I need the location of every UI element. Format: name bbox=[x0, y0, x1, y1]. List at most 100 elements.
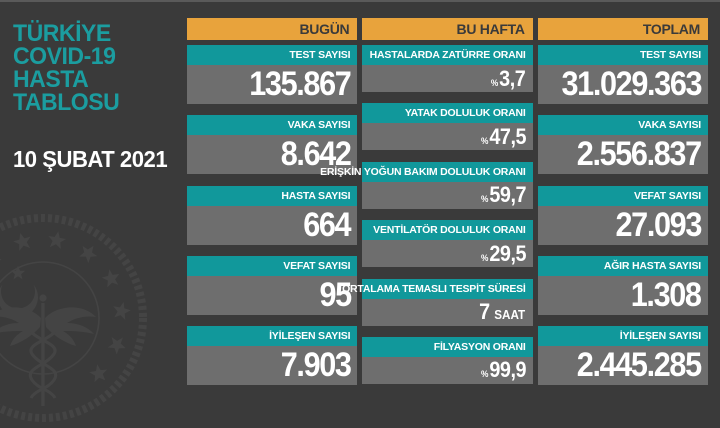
sidebar: TÜRKİYE COVID-19 HASTA TABLOSU 10 ŞUBAT … bbox=[0, 0, 186, 422]
column-today-header: BUGÜN bbox=[187, 18, 358, 40]
stat-value-panel: 31.029.363 bbox=[537, 65, 708, 104]
stat-label-bar: İYİLEŞEN SAYISI bbox=[187, 326, 358, 346]
stat-value-panel: % 47,5 bbox=[362, 123, 533, 151]
stat-ventilator-doluluk-orani: VENTİLATÖR DOLULUK ORANI % 29,5 bbox=[362, 220, 533, 268]
stat-label: HASTA SAYISI bbox=[281, 189, 351, 202]
stat-label-bar: ORTALAMA TEMASLI TESPİT SÜRESİ bbox=[342, 278, 533, 299]
stat-label-bar: AĞIR HASTA SAYISI bbox=[537, 255, 708, 276]
column-header-label: BU HAFTA bbox=[456, 21, 525, 37]
stat-label: FİLYASYON ORANI bbox=[433, 340, 526, 353]
stat-value: % 47,5 bbox=[480, 123, 527, 149]
stats-grid: BUGÜN TEST SAYISI 135.867 VAKA SAYISI 8.… bbox=[187, 18, 708, 385]
stat-label-bar: VENTİLATÖR DOLULUK ORANI bbox=[362, 220, 533, 241]
stat-value-panel: 1.308 bbox=[537, 275, 708, 315]
stat-label: AĞIR HASTA SAYISI bbox=[603, 259, 701, 272]
column-this-week: BU HAFTA HASTALARDA ZATÜRRE ORANI % 3,7 Y… bbox=[320, 18, 533, 384]
stat-agir-hasta-sayisi-toplam: AĞIR HASTA SAYISI 1.308 bbox=[537, 255, 708, 315]
stat-value: 2.445.285 bbox=[576, 346, 702, 384]
stat-value-panel: % 59,7 bbox=[362, 181, 533, 209]
page-title-line: TABLOSU bbox=[13, 89, 120, 116]
stat-label: YATAK DOLULUK ORANI bbox=[404, 107, 526, 120]
stat-hasta-sayisi-bugun: HASTA SAYISI 664 bbox=[187, 185, 358, 245]
stat-label-bar: TEST SAYISI bbox=[187, 45, 358, 65]
stat-zaturre-orani: HASTALARDA ZATÜRRE ORANI % 3,7 bbox=[362, 45, 533, 92]
stat-label-bar: VAKA SAYISI bbox=[537, 115, 708, 136]
stat-label: VENTİLATÖR DOLULUK ORANI bbox=[373, 224, 526, 237]
stat-value: 664 bbox=[303, 205, 351, 244]
stat-value-panel: 2.445.285 bbox=[537, 346, 708, 385]
stat-value-panel: 2.556.837 bbox=[537, 135, 708, 175]
caduceus-icon bbox=[0, 294, 96, 406]
stat-value: % 59,7 bbox=[480, 182, 527, 208]
top-edge-divider bbox=[0, 0, 720, 2]
stat-label-bar: TEST SAYISI bbox=[537, 45, 708, 65]
stat-value-panel: 7.903 bbox=[187, 346, 358, 385]
report-date: 10 ŞUBAT 2021 bbox=[13, 146, 168, 172]
column-today-stats: TEST SAYISI 135.867 VAKA SAYISI 8.642 HA… bbox=[187, 45, 358, 385]
column-total: TOPLAM TEST SAYISI 31.029.363 VAKA SAYIS… bbox=[537, 18, 708, 385]
stat-vefat-sayisi-bugun: VEFAT SAYISI 95 bbox=[187, 255, 358, 315]
stat-value: % 99,9 bbox=[480, 357, 527, 383]
stat-temasli-tespit-suresi: ORTALAMA TEMASLI TESPİT SÜRESİ 7 SAAT bbox=[342, 278, 533, 326]
column-total-header: TOPLAM bbox=[537, 18, 708, 40]
stat-yatak-doluluk-orani: YATAK DOLULUK ORANI % 47,5 bbox=[362, 103, 533, 151]
stat-label-bar: VAKA SAYISI bbox=[187, 115, 358, 136]
stat-value: 2.556.837 bbox=[576, 135, 702, 174]
stat-label-bar: VEFAT SAYISI bbox=[187, 255, 358, 276]
stat-value-panel: 135.867 bbox=[187, 65, 358, 104]
page-title-line: TÜRKİYE bbox=[13, 20, 111, 47]
page-title-line: HASTA bbox=[13, 66, 89, 93]
crescent-star-icon bbox=[10, 265, 26, 280]
stat-yogun-bakim-doluluk-orani: ERİŞKİN YOĞUN BAKIM DOLULUK ORANI % 59,7 bbox=[320, 161, 533, 209]
stat-value-panel: % 3,7 bbox=[362, 65, 533, 92]
stat-value: 135.867 bbox=[249, 65, 352, 103]
stat-value-panel: 7 SAAT bbox=[362, 298, 533, 326]
column-this-week-header: BU HAFTA bbox=[362, 18, 533, 40]
stat-value: 8.642 bbox=[280, 135, 351, 174]
column-header-label: TOPLAM bbox=[642, 21, 700, 37]
stat-test-sayisi-toplam: TEST SAYISI 31.029.363 bbox=[537, 45, 708, 104]
stat-value-panel: % 29,5 bbox=[362, 240, 533, 268]
stat-test-sayisi-bugun: TEST SAYISI 135.867 bbox=[187, 45, 358, 104]
stat-label: VAKA SAYISI bbox=[287, 119, 351, 132]
stat-label-bar: VEFAT SAYISI bbox=[537, 185, 708, 206]
column-today: BUGÜN TEST SAYISI 135.867 VAKA SAYISI 8.… bbox=[187, 18, 358, 385]
stat-label-bar: FİLYASYON ORANI bbox=[362, 336, 533, 357]
stat-label: HASTALARDA ZATÜRRE ORANI bbox=[369, 49, 526, 61]
stat-value-panel: 664 bbox=[187, 205, 358, 245]
stat-iyilesen-sayisi-bugun: İYİLEŞEN SAYISI 7.903 bbox=[187, 326, 358, 385]
stat-label-bar: YATAK DOLULUK ORANI bbox=[362, 103, 533, 124]
stat-vaka-sayisi-bugun: VAKA SAYISI 8.642 bbox=[187, 115, 358, 175]
stat-vefat-sayisi-toplam: VEFAT SAYISI 27.093 bbox=[537, 185, 708, 245]
stat-label: ORTALAMA TEMASLI TESPİT SÜRESİ bbox=[342, 282, 526, 295]
page-title: TÜRKİYE COVID-19 HASTA TABLOSU bbox=[13, 20, 120, 116]
stat-value: % 29,5 bbox=[480, 240, 527, 266]
stat-value: 27.093 bbox=[615, 205, 702, 244]
stat-label: VAKA SAYISI bbox=[638, 119, 701, 132]
stat-label: İYİLEŞEN SAYISI bbox=[269, 330, 351, 342]
stat-label: ERİŞKİN YOĞUN BAKIM DOLULUK ORANI bbox=[320, 165, 526, 178]
stat-value: 31.029.363 bbox=[561, 65, 702, 103]
stat-label: VEFAT SAYISI bbox=[633, 189, 701, 202]
stat-value-panel: % 99,9 bbox=[362, 356, 533, 384]
stat-filyasyon-orani: FİLYASYON ORANI % 99,9 bbox=[362, 336, 533, 384]
stat-label-bar: ERİŞKİN YOĞUN BAKIM DOLULUK ORANI bbox=[320, 161, 533, 182]
column-total-stats: TEST SAYISI 31.029.363 VAKA SAYISI 2.556… bbox=[537, 45, 708, 385]
stat-label: İYİLEŞEN SAYISI bbox=[619, 330, 701, 342]
stat-value: 7.903 bbox=[280, 346, 351, 384]
column-header-label: BUGÜN bbox=[299, 21, 350, 37]
stat-iyilesen-sayisi-toplam: İYİLEŞEN SAYISI 2.445.285 bbox=[537, 326, 708, 385]
column-this-week-stats: HASTALARDA ZATÜRRE ORANI % 3,7 YATAK DOLU… bbox=[320, 45, 533, 384]
stat-value: 7 SAAT bbox=[479, 299, 526, 325]
stat-value: 1.308 bbox=[631, 275, 702, 314]
stat-vaka-sayisi-toplam: VAKA SAYISI 2.556.837 bbox=[537, 115, 708, 175]
stat-label: TEST SAYISI bbox=[639, 49, 701, 61]
stat-value-panel: 8.642 bbox=[187, 135, 358, 175]
stat-value: 95 bbox=[318, 275, 352, 314]
page-title-line: COVID-19 bbox=[13, 43, 116, 70]
health-ministry-emblem-icon bbox=[0, 214, 147, 422]
stat-label-bar: İYİLEŞEN SAYISI bbox=[537, 326, 708, 346]
stat-label-bar: HASTA SAYISI bbox=[187, 185, 358, 206]
stat-label: TEST SAYISI bbox=[289, 49, 351, 61]
